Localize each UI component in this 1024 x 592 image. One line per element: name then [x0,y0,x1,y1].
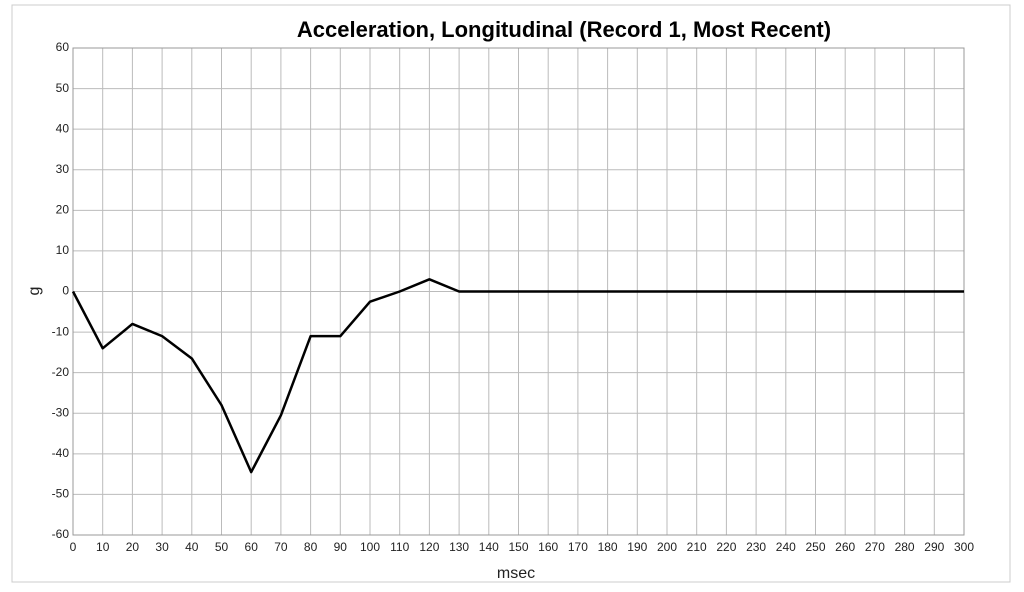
y-tick-label: 10 [56,243,70,257]
x-tick-label: 60 [245,540,259,554]
x-tick-label: 250 [805,540,825,554]
x-tick-label: 90 [334,540,348,554]
x-tick-label: 50 [215,540,229,554]
x-tick-label: 160 [538,540,558,554]
y-tick-label: -30 [52,405,70,419]
y-tick-label: -50 [52,487,70,501]
x-tick-label: 30 [155,540,169,554]
chart-frame [11,4,1011,583]
y-tick-label: -10 [52,324,70,338]
x-tick-label: 220 [716,540,736,554]
x-tick-label: 300 [954,540,974,554]
x-tick-label: 290 [924,540,944,554]
x-tick-label: 100 [360,540,380,554]
x-tick-label: 190 [627,540,647,554]
y-axis-label: g [26,287,43,296]
x-tick-label: 20 [126,540,140,554]
y-tick-label: -40 [52,446,70,460]
data-line [71,278,964,474]
x-tick-label: 40 [185,540,199,554]
y-tick-label: 0 [62,284,69,298]
y-tick-label: 50 [56,81,70,95]
x-tick-label: 180 [598,540,618,554]
x-tick-label: 120 [419,540,439,554]
x-tick-label: 170 [568,540,588,554]
x-tick-label: 230 [746,540,766,554]
x-tick-label: 70 [274,540,288,554]
x-tick-label: 150 [508,540,528,554]
x-tick-label: 0 [70,540,77,554]
x-tick-label: 270 [865,540,885,554]
chart-title: Acceleration, Longitudinal (Record 1, Mo… [297,17,831,42]
y-tick-label: -20 [52,365,70,379]
x-tick-label: 260 [835,540,855,554]
x-tick-label: 200 [657,540,677,554]
y-tick-label: 40 [56,121,70,135]
y-tick-label: 60 [56,40,70,54]
x-tick-label: 80 [304,540,318,554]
x-tick-label: 110 [390,540,409,554]
y-tick-label: 20 [56,203,70,217]
x-tick-label: 10 [96,540,110,554]
x-tick-label: 240 [776,540,796,554]
x-tick-label: 130 [449,540,469,554]
x-tick-label: 140 [479,540,499,554]
x-tick-label: 210 [687,540,707,554]
x-tick-label: 280 [895,540,915,554]
y-tick-label: -60 [52,527,70,541]
x-axis-label: msec [497,565,535,582]
y-tick-label: 30 [56,162,70,176]
